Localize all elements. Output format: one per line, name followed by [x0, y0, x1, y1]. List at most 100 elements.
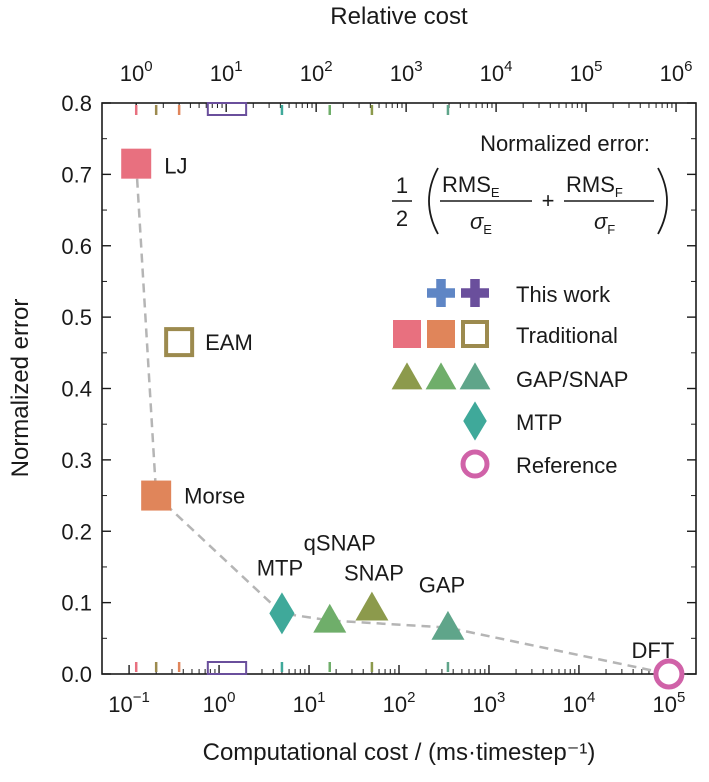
y-tick-label: 0.1: [61, 591, 92, 616]
x-tick-label: 103: [473, 689, 506, 717]
point-label-morse: Morse: [184, 484, 245, 509]
data-points: [121, 148, 685, 690]
x-tick-label-exponent: 3: [497, 689, 505, 706]
x-tick-label: 100: [203, 689, 236, 717]
top-tick-label: 104: [480, 58, 513, 86]
legend-marker-2-1: [393, 320, 421, 348]
x-axis-ticks: 10−1 100 101 102 103 104 105: [108, 661, 685, 717]
top-tick-label-exponent: 4: [504, 58, 512, 75]
formula-right-paren: [657, 167, 668, 235]
legend-marker-1-1: [427, 279, 455, 307]
formula-sigma-f: σF: [594, 209, 615, 237]
point-label-snap: SNAP: [344, 560, 404, 585]
top-tick-label-base: 10: [210, 61, 234, 86]
top-tick-label: 105: [570, 58, 603, 86]
point-label-gap: GAP: [419, 573, 465, 598]
formula-rms-e: RMSE: [442, 172, 500, 200]
x-tick-label: 101: [293, 689, 326, 717]
legend-marker-3-1: [391, 362, 423, 390]
legend-label: This work: [516, 282, 611, 307]
x-tick-label-base: 10: [473, 692, 497, 717]
x-tick-label-exponent: −1: [133, 689, 150, 706]
point-snap: [355, 591, 389, 621]
point-dft: [653, 658, 685, 690]
formula-half-numerator: 1: [396, 173, 408, 198]
sigma-e-text: σ: [470, 209, 484, 234]
sigma-f-text: σ: [594, 209, 608, 234]
rms-f-text: RMS: [566, 172, 615, 197]
x-tick-label-exponent: 4: [587, 689, 595, 706]
normalized-error-formula: Normalized error: 1 2 RMSE σE + RMSF σF: [392, 131, 668, 237]
top-tick-label-base: 10: [390, 61, 414, 86]
x-tick-label-exponent: 5: [677, 689, 685, 706]
this-work-rug-bottom: [206, 661, 248, 675]
y-tick-label: 0.6: [61, 234, 92, 259]
top-tick-label-base: 10: [300, 61, 324, 86]
legend-marker-4-1: [463, 401, 487, 441]
x-tick-label-base: 10: [293, 692, 317, 717]
top-tick-label-exponent: 0: [144, 58, 152, 75]
top-tick-label-exponent: 3: [414, 58, 422, 75]
formula-half-denominator: 2: [396, 206, 408, 231]
x-tick-label: 10−1: [108, 689, 150, 717]
point-label-eam: EAM: [205, 330, 253, 355]
formula-title: Normalized error:: [480, 131, 650, 156]
top-tick-label: 102: [300, 58, 333, 86]
sigma-f-subscript: F: [607, 222, 615, 237]
rms-e-text: RMS: [442, 172, 491, 197]
y-axis-title: Normalized error: [7, 299, 34, 478]
x-tick-label: 102: [383, 689, 416, 717]
legend-label: Reference: [516, 453, 618, 478]
rms-f-subscript: F: [615, 185, 623, 200]
top-tick-label-exponent: 6: [684, 58, 692, 75]
legend-marker-2-2: [427, 320, 455, 348]
legend-marker-3-3: [459, 362, 491, 390]
this-work-rug-top: [206, 102, 248, 116]
point-label-lj: LJ: [164, 154, 187, 179]
point-gap: [431, 610, 465, 640]
point-qsnap: [313, 603, 347, 633]
point-lj: [121, 148, 152, 179]
y-axis-ticks: 0.0 0.1 0.2 0.3 0.4 0.5 0.6 0.7 0.8: [61, 91, 696, 687]
x-tick-label-exponent: 1: [317, 689, 325, 706]
top-tick-label: 101: [210, 58, 243, 86]
y-tick-label: 0.8: [61, 91, 92, 116]
legend-label: MTP: [516, 410, 562, 435]
top-tick-label-exponent: 1: [234, 58, 242, 75]
formula-plus: +: [542, 188, 555, 213]
point-eam: [164, 327, 195, 358]
top-tick-label-exponent: 2: [324, 58, 332, 75]
x-tick-label-base: 10: [563, 692, 587, 717]
top-tick-label: 103: [390, 58, 423, 86]
formula-left-paren: [428, 167, 439, 235]
y-tick-label: 0.7: [61, 162, 92, 187]
point-label-mtp: MTP: [257, 555, 303, 580]
x-tick-label-exponent: 2: [407, 689, 415, 706]
top-tick-label-base: 10: [570, 61, 594, 86]
legend-marker-3-2: [425, 362, 457, 390]
point-morse: [141, 480, 172, 511]
x-tick-label-base: 10: [653, 692, 677, 717]
x-tick-label-base: 10: [203, 692, 227, 717]
x-axis-title: Computational cost / (ms·timestep⁻¹): [203, 739, 596, 766]
y-tick-label: 0.5: [61, 305, 92, 330]
x-tick-label-exponent: 0: [227, 689, 235, 706]
rms-e-subscript: E: [491, 185, 500, 200]
top-tick-label-base: 10: [120, 61, 144, 86]
top-axis-title: Relative cost: [330, 3, 468, 30]
top-tick-label: 100: [120, 58, 153, 86]
top-tick-label-exponent: 5: [594, 58, 602, 75]
formula-rms-f: RMSF: [566, 172, 623, 200]
top-tick-label-base: 10: [480, 61, 504, 86]
point-label-qsnap: qSNAP: [304, 530, 376, 555]
formula-sigma-e: σE: [470, 209, 492, 237]
legend-marker-5-1: [460, 449, 490, 479]
x-tick-label-base: 10: [383, 692, 407, 717]
x-tick-label: 104: [563, 689, 596, 717]
y-tick-label: 0.4: [61, 377, 92, 402]
legend: This work Traditional GAP/SNAP MTP Reference: [391, 279, 628, 479]
legend-marker-1-2: [461, 279, 489, 307]
sigma-e-subscript: E: [483, 222, 492, 237]
